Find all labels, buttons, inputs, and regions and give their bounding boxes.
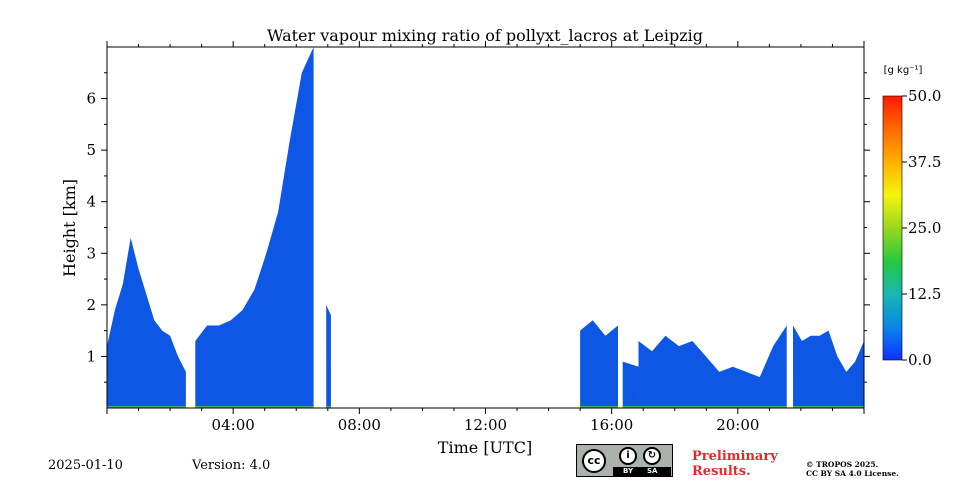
data-region-7: [793, 325, 864, 408]
ground-band-7: [793, 406, 864, 408]
y-tick-label: 1: [86, 347, 96, 365]
y-axis: 1 2 3 4 5 6: [86, 72, 870, 383]
colorbar-tick-label: 50.0: [908, 87, 941, 105]
chart-title: Water vapour mixing ratio of pollyxt_lac…: [267, 26, 703, 45]
copyright-note: © TROPOS 2025. CC BY SA 4.0 License.: [806, 460, 899, 478]
date-label: 2025-01-10: [48, 458, 123, 473]
x-axis: 04:00 08:00 12:00 16:00 20:00: [106, 41, 865, 434]
x-tick-label: 16:00: [590, 416, 633, 434]
colorbar: [882, 95, 903, 361]
version-label: Version: 4.0: [192, 458, 271, 473]
ground-band-1: [107, 406, 186, 408]
by-person-icon: i: [619, 447, 637, 465]
colorbar-tick-label: 12.5: [908, 285, 941, 303]
ground-band-2: [195, 406, 314, 408]
ground-band-4: [580, 406, 618, 408]
cc-badge-strip: [613, 467, 671, 476]
x-tick-label: 20:00: [716, 416, 759, 434]
copyright-line-2: CC BY SA 4.0 License.: [806, 469, 899, 478]
preliminary-line-2: Results.: [692, 464, 751, 479]
y-tick-label: 5: [86, 141, 96, 159]
colorbar-tick-label: 0.0: [908, 351, 932, 369]
cc-license-badge: cc i ↻ BY SA: [576, 444, 673, 477]
data-region-4: [580, 320, 618, 408]
copyright-line-1: © TROPOS 2025.: [806, 460, 879, 469]
colorbar-tick-label: 25.0: [908, 219, 941, 237]
x-axis-label: Time [UTC]: [438, 438, 532, 457]
ground-band-3: [326, 406, 331, 408]
by-label: BY: [623, 467, 634, 475]
data-region-1: [107, 237, 186, 408]
data-region-2: [195, 47, 314, 408]
sa-label: SA: [647, 467, 658, 475]
y-tick-label: 2: [86, 296, 96, 314]
data-region-5: [622, 361, 639, 408]
preliminary-line-1: Preliminary: [692, 449, 778, 464]
data-region-6: [638, 325, 787, 408]
cc-icon: cc: [582, 449, 606, 473]
y-tick-label: 6: [86, 90, 96, 108]
ground-band-6: [638, 406, 787, 408]
y-tick-label: 3: [86, 244, 96, 262]
x-tick-label: 08:00: [338, 416, 381, 434]
colorbar-unit-label: [g kg⁻¹]: [884, 65, 923, 76]
share-alike-icon: ↻: [643, 447, 661, 465]
x-tick-label: 04:00: [212, 416, 255, 434]
y-axis-label: Height [km]: [60, 179, 79, 277]
ground-band-5: [622, 406, 639, 408]
y-tick-label: 4: [86, 193, 96, 211]
colorbar-ticks: 0.0 12.5 25.0 37.5 50.0: [902, 87, 941, 369]
x-tick-label: 12:00: [464, 416, 507, 434]
data-region-3: [326, 304, 331, 408]
plot-area: [107, 47, 864, 408]
colorbar-tick-label: 37.5: [908, 153, 941, 171]
preliminary-results-note: Preliminary Results.: [692, 449, 778, 479]
